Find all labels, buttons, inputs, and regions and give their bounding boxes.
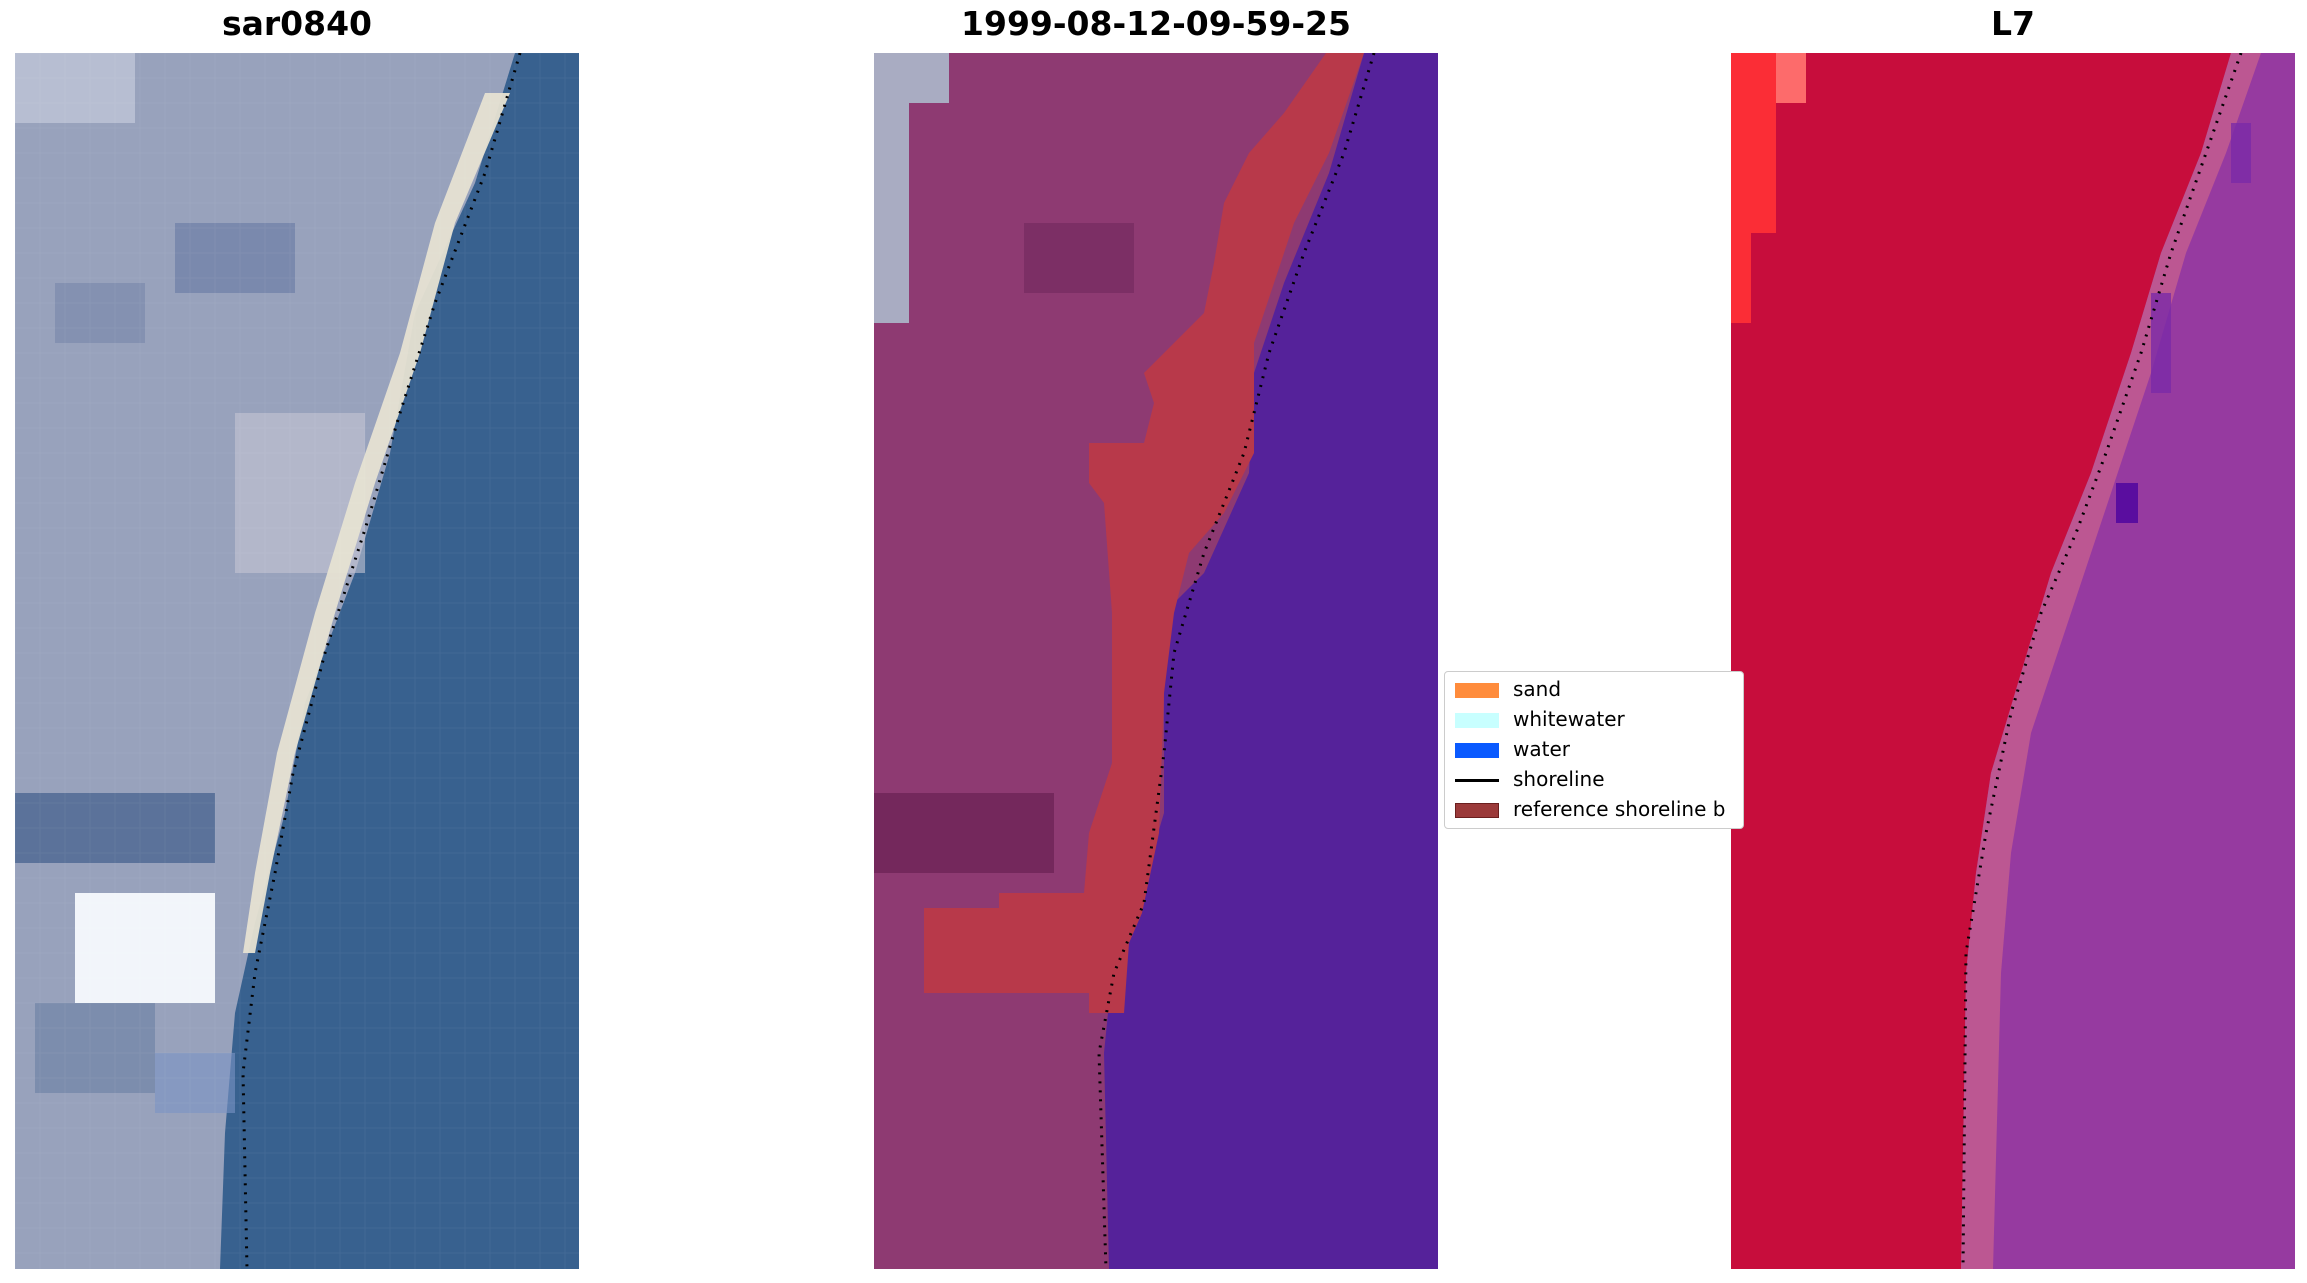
classified-image — [874, 53, 1438, 1269]
panel-title-rgb: sar0840 — [221, 4, 373, 43]
rgb-satellite-image — [15, 53, 579, 1269]
legend-item-water: water — [1445, 735, 1743, 765]
legend-item-whitewater: whitewater — [1445, 705, 1743, 735]
whitewater-swatch — [1455, 713, 1499, 728]
water-swatch — [1455, 743, 1499, 758]
legend-item-sand: sand — [1445, 675, 1743, 705]
shoreline-rgb — [241, 53, 522, 1269]
panel-classified: 1999-08-12-09-59-25 — [874, 0, 1438, 1270]
legend: sand whitewater water shoreline referenc… — [1444, 671, 1744, 829]
legend-label-reference-shoreline: reference shoreline b — [1513, 797, 1726, 821]
legend-label-shoreline: shoreline — [1513, 767, 1605, 791]
legend-label-sand: sand — [1513, 677, 1562, 701]
legend-item-reference-shoreline: reference shoreline b — [1445, 795, 1743, 825]
panel-false-color: L7 — [1731, 0, 2295, 1270]
shoreline-line-swatch — [1455, 779, 1499, 782]
legend-item-shoreline: shoreline — [1445, 765, 1743, 795]
reference-shoreline-swatch — [1455, 803, 1499, 818]
sand-swatch — [1455, 683, 1499, 698]
panel-rgb: sar0840 — [15, 0, 579, 1270]
panel-title-classified: 1999-08-12-09-59-25 — [961, 4, 1351, 43]
false-color-image — [1731, 53, 2295, 1269]
legend-label-whitewater: whitewater — [1513, 707, 1625, 731]
legend-label-water: water — [1513, 737, 1570, 761]
panel-title-false-color: L7 — [1991, 4, 2035, 43]
